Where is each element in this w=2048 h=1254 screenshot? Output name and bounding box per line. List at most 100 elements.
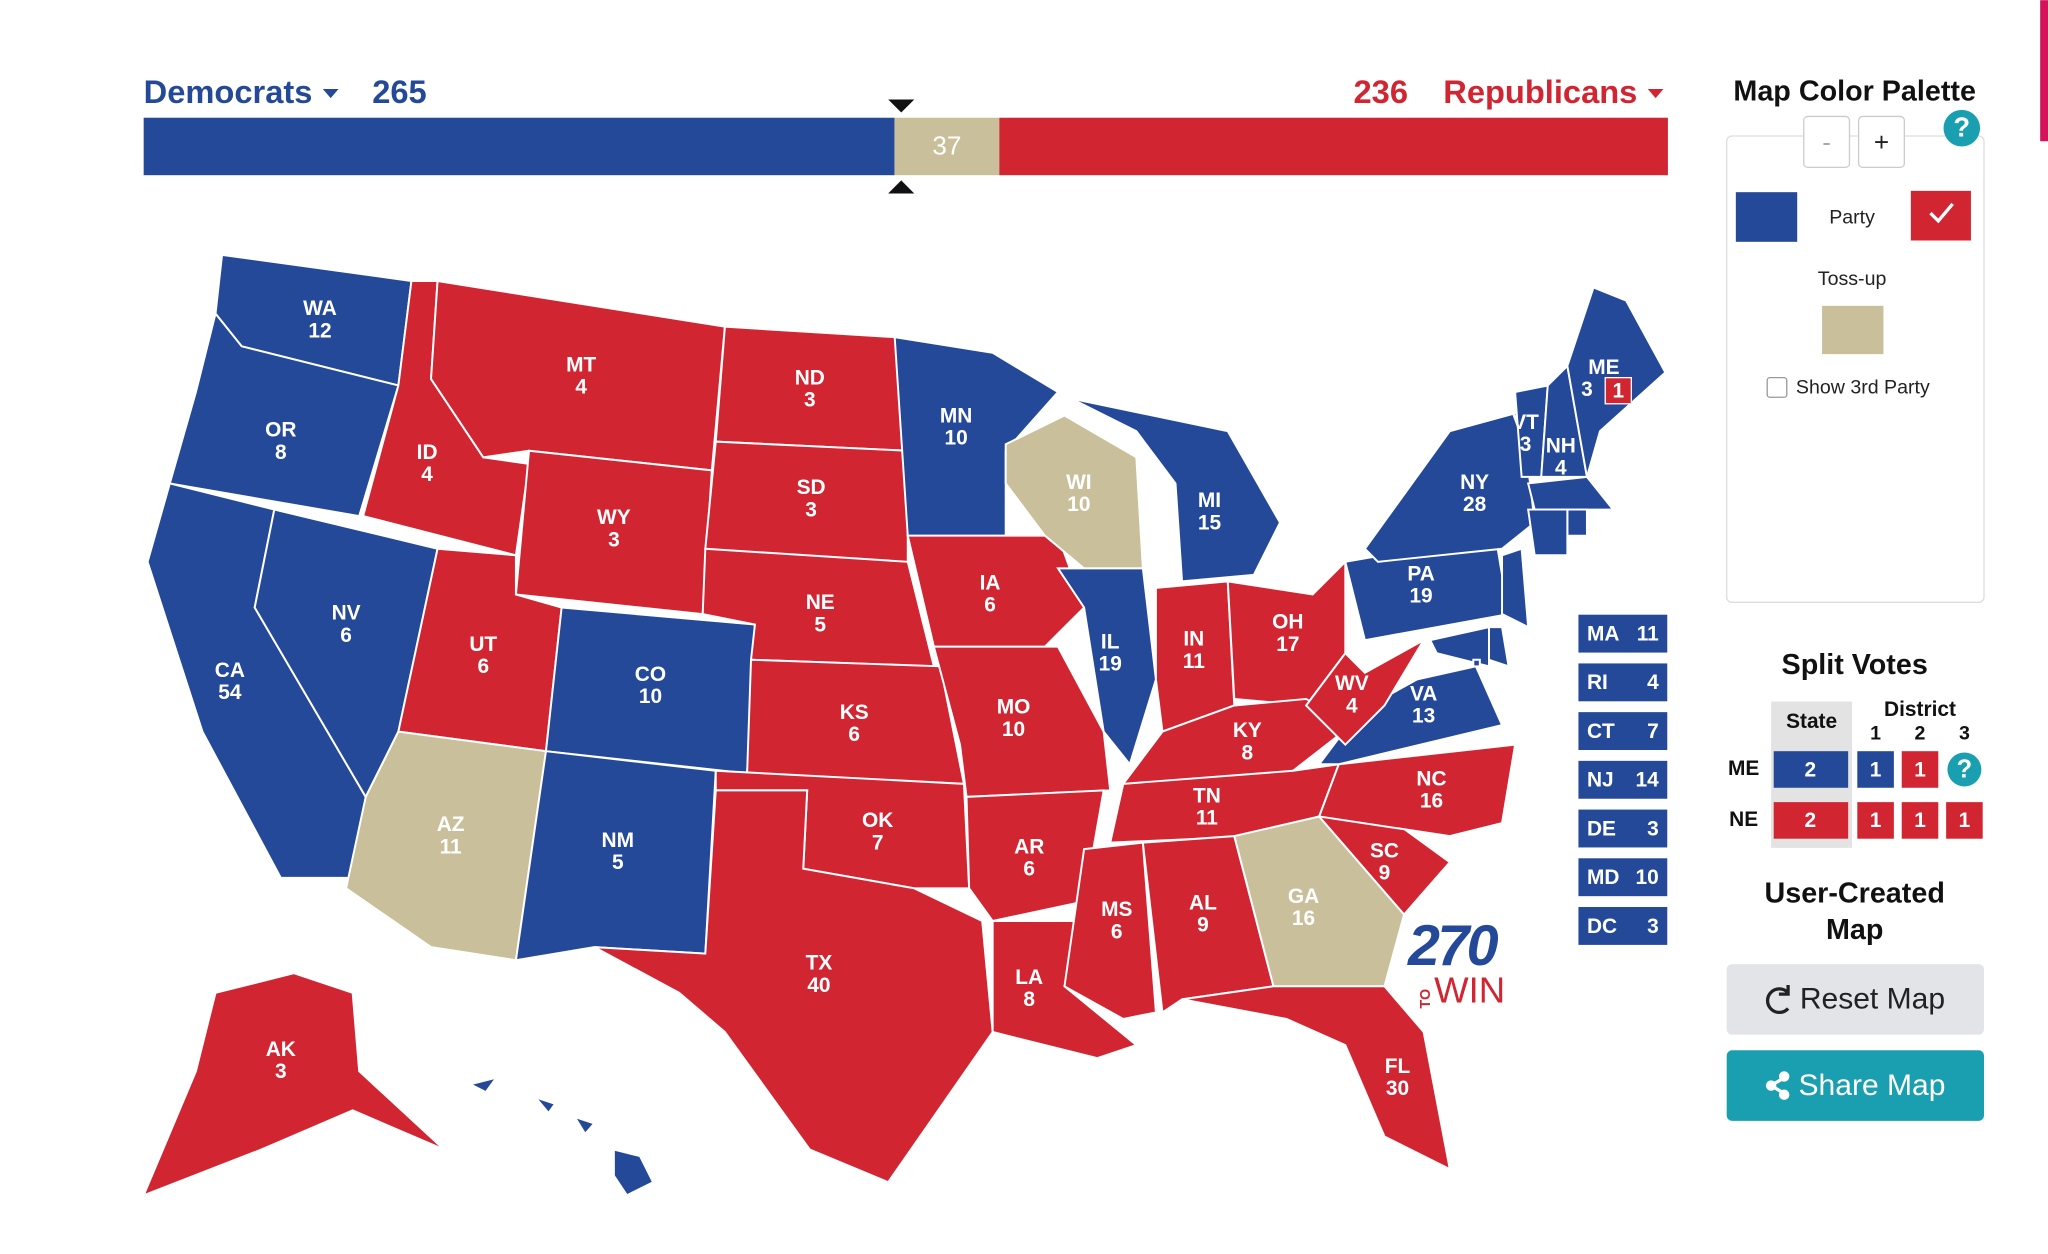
state-ev: 3 bbox=[805, 498, 817, 521]
minus-button[interactable] bbox=[1803, 115, 1851, 169]
tossup-swatch[interactable] bbox=[1822, 305, 1884, 355]
logo-number: 270 bbox=[1407, 914, 1499, 978]
state-abbr: NJ bbox=[1587, 769, 1614, 792]
state[interactable] bbox=[1428, 625, 1490, 668]
state-ev: 9 bbox=[1379, 861, 1391, 884]
share-icon-dot bbox=[1778, 1071, 1790, 1082]
state-vote: 2 bbox=[1804, 809, 1816, 832]
state-ev: 3 bbox=[1647, 817, 1659, 840]
state-ev: 54 bbox=[218, 681, 242, 704]
state-vote-cell[interactable] bbox=[1773, 751, 1849, 788]
state[interactable] bbox=[1317, 743, 1517, 838]
share-icon-dot bbox=[1765, 1080, 1777, 1091]
state[interactable] bbox=[1056, 567, 1157, 767]
district-vote-cell[interactable] bbox=[1946, 802, 1983, 839]
small-state-box[interactable] bbox=[1577, 905, 1669, 947]
reset-button[interactable] bbox=[1726, 964, 1984, 1035]
state[interactable] bbox=[1070, 397, 1282, 583]
state-abbr: MO bbox=[997, 696, 1031, 719]
state[interactable] bbox=[1487, 626, 1510, 668]
dem-swatch[interactable] bbox=[1735, 192, 1798, 242]
state-abbr: OK bbox=[862, 809, 893, 832]
district-vote-cell[interactable] bbox=[1901, 751, 1939, 788]
state-abbr: WA bbox=[303, 297, 337, 320]
state-ev: 4 bbox=[575, 376, 587, 399]
state[interactable] bbox=[1501, 547, 1530, 629]
rep-label[interactable]: Republicans bbox=[1443, 73, 1637, 110]
share-button[interactable] bbox=[1726, 1050, 1984, 1121]
third-party-checkbox[interactable] bbox=[1766, 376, 1788, 398]
state-abbr: WI bbox=[1066, 471, 1092, 494]
small-state-box[interactable] bbox=[1577, 808, 1669, 849]
state[interactable] bbox=[593, 789, 994, 1184]
third-party-label: Show 3rd Party bbox=[1796, 376, 1930, 398]
rep-bar bbox=[999, 117, 1668, 176]
district-number: 2 bbox=[1915, 722, 1926, 744]
state[interactable] bbox=[141, 972, 445, 1198]
dem-label[interactable]: Democrats bbox=[144, 73, 313, 110]
state[interactable] bbox=[1566, 508, 1588, 537]
state[interactable] bbox=[1472, 658, 1481, 668]
state-ev: 8 bbox=[1242, 741, 1254, 764]
state[interactable] bbox=[906, 534, 1086, 648]
state-abbr: WV bbox=[1335, 672, 1369, 695]
state-vote-cell[interactable] bbox=[1773, 802, 1849, 839]
small-state-box[interactable] bbox=[1577, 613, 1669, 654]
state[interactable] bbox=[965, 789, 1105, 923]
state-ev: 9 bbox=[1197, 914, 1209, 937]
share-icon-dot bbox=[1778, 1089, 1790, 1100]
state-abbr: TX bbox=[806, 952, 833, 975]
state[interactable] bbox=[1363, 410, 1536, 563]
small-state-box[interactable] bbox=[1577, 759, 1669, 801]
split-ev: 1 bbox=[1612, 380, 1624, 403]
state[interactable] bbox=[1527, 508, 1569, 557]
split-box bbox=[1604, 376, 1632, 405]
state-abbr: ME bbox=[1588, 356, 1619, 379]
small-state-box[interactable] bbox=[1577, 662, 1669, 703]
state[interactable] bbox=[612, 1148, 655, 1197]
district-vote-cell[interactable] bbox=[1901, 802, 1939, 839]
state-ev: 4 bbox=[586, 1168, 598, 1191]
state[interactable] bbox=[572, 1115, 596, 1136]
state-ev: 16 bbox=[1292, 907, 1315, 930]
plus-button[interactable] bbox=[1857, 115, 1905, 169]
state-ev: 19 bbox=[1409, 585, 1432, 608]
small-state-box[interactable] bbox=[1577, 856, 1669, 898]
state-abbr: MT bbox=[566, 353, 596, 376]
state[interactable] bbox=[1233, 815, 1406, 988]
reset-label: Reset Map bbox=[1800, 983, 1945, 1016]
district-vote: 1 bbox=[1870, 809, 1882, 832]
state-ev: 4 bbox=[1346, 694, 1358, 717]
state[interactable] bbox=[1526, 475, 1616, 511]
dropdown-caret[interactable] bbox=[1647, 88, 1664, 99]
state[interactable] bbox=[932, 645, 1112, 798]
state-abbr: ND bbox=[795, 366, 825, 389]
state-ev: 5 bbox=[814, 613, 826, 636]
help-icon[interactable] bbox=[1947, 752, 1982, 787]
state-ev: 6 bbox=[1111, 920, 1123, 943]
district-vote-cell[interactable] bbox=[1857, 751, 1894, 788]
state-abbr: NV bbox=[332, 602, 361, 625]
help-icon[interactable] bbox=[1943, 109, 1981, 147]
state[interactable] bbox=[168, 311, 400, 518]
state-abbr: CA bbox=[215, 659, 245, 682]
district-vote-cell[interactable] bbox=[1857, 802, 1894, 839]
state-abbr: AK bbox=[266, 1038, 296, 1061]
state[interactable] bbox=[467, 1076, 499, 1094]
district-vote: 1 bbox=[1870, 758, 1882, 781]
state[interactable] bbox=[1063, 841, 1157, 1020]
dropdown-caret[interactable] bbox=[322, 88, 339, 99]
state-ev: 10 bbox=[639, 685, 662, 708]
state-abbr: AZ bbox=[437, 813, 465, 836]
state[interactable] bbox=[532, 1095, 557, 1115]
state-ev: 10 bbox=[1002, 718, 1025, 741]
district-number: 1 bbox=[1870, 722, 1881, 744]
logo-win: WIN bbox=[1434, 969, 1505, 1010]
state-abbr: TN bbox=[1193, 784, 1221, 807]
state[interactable] bbox=[1181, 985, 1452, 1171]
state[interactable] bbox=[1304, 637, 1427, 747]
state-abbr: MI bbox=[1198, 489, 1221, 512]
scroll-accent bbox=[2040, 0, 2048, 142]
state-ev: 3 bbox=[275, 1060, 287, 1083]
small-state-box[interactable] bbox=[1577, 710, 1669, 752]
